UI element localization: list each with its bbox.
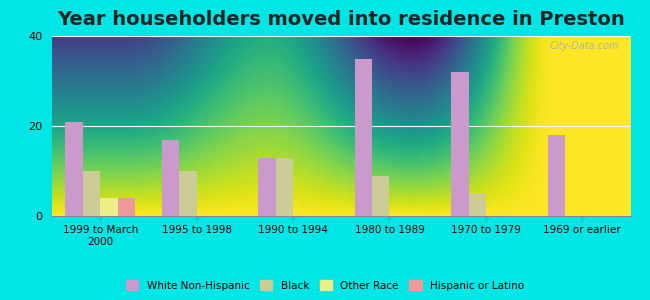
- Bar: [258, 158, 276, 216]
- Bar: [162, 140, 179, 216]
- Bar: [372, 176, 389, 216]
- Bar: [179, 171, 196, 216]
- Bar: [83, 171, 100, 216]
- Bar: [451, 72, 469, 216]
- Title: Year householders moved into residence in Preston: Year householders moved into residence i…: [57, 10, 625, 29]
- Bar: [100, 198, 118, 216]
- Bar: [469, 194, 486, 216]
- Legend: White Non-Hispanic, Black, Other Race, Hispanic or Latino: White Non-Hispanic, Black, Other Race, H…: [122, 276, 528, 295]
- Bar: [547, 135, 565, 216]
- Bar: [355, 58, 372, 216]
- Bar: [66, 122, 83, 216]
- Text: City-Data.com: City-Data.com: [549, 41, 619, 51]
- Bar: [276, 158, 293, 216]
- Bar: [118, 198, 135, 216]
